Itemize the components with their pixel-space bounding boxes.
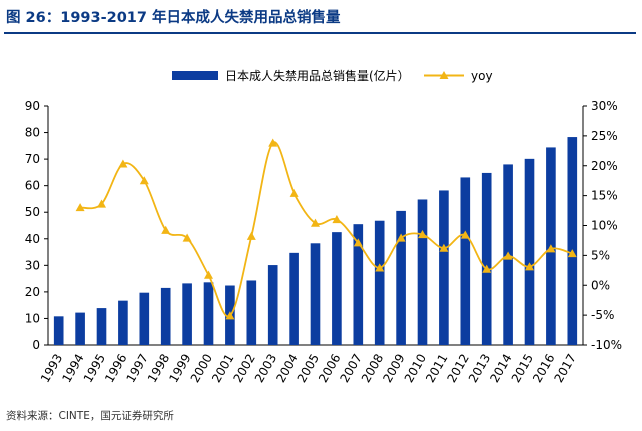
- legend: 日本成人失禁用品总销售量(亿片） yoy: [172, 68, 493, 83]
- yoy-marker-2015: [525, 262, 534, 271]
- bar-1996: [118, 300, 128, 345]
- bar-2000: [203, 282, 214, 345]
- yoy-line-layer: [75, 138, 577, 320]
- y-left-tick-label: 40: [25, 232, 40, 246]
- bar-2002: [246, 280, 257, 345]
- y-left-tick-label: 60: [25, 179, 40, 193]
- bar-2005: [310, 243, 321, 345]
- yoy-marker-2013: [482, 264, 492, 273]
- yoy-marker-2001: [225, 311, 235, 320]
- yoy-marker-2002: [246, 231, 256, 240]
- yoy-marker-1994: [75, 203, 85, 212]
- y-left-tick-label: 50: [25, 205, 40, 219]
- y-left-tick-label: 20: [25, 285, 40, 299]
- source-note: 资料来源：CINTE，国元证券研究所: [6, 410, 174, 422]
- y-right-tick-label: 0%: [591, 278, 610, 292]
- bar-2007: [353, 224, 364, 345]
- bar-2008: [374, 220, 385, 345]
- yoy-marker-2005: [311, 218, 320, 227]
- yoy-marker-1999: [182, 233, 192, 242]
- yoy-marker-2017: [567, 249, 577, 258]
- bar-1997: [139, 292, 150, 345]
- yoy-marker-2016: [546, 244, 556, 253]
- bar-2011: [439, 190, 449, 345]
- y-right-tick-label: 5%: [591, 248, 610, 262]
- bar-2003: [267, 265, 278, 345]
- yoy-marker-1995: [97, 199, 106, 208]
- yoy-marker-1998: [161, 225, 171, 234]
- bar-2009: [396, 210, 406, 345]
- y-left-tick-label: 90: [25, 99, 40, 113]
- y-right-tick-label: -10%: [591, 338, 622, 352]
- bar-1994: [75, 312, 85, 345]
- bar-2010: [417, 199, 428, 345]
- yoy-marker-1996: [118, 159, 128, 168]
- y-right-tick-label: 15%: [591, 189, 618, 203]
- y-left-tick-label: 80: [25, 126, 40, 140]
- bar-2017: [567, 137, 578, 345]
- yoy-marker-2009: [396, 233, 406, 242]
- yoy-line: [79, 141, 573, 318]
- yoy-marker-2012: [460, 230, 470, 239]
- y-right-tick-label: 30%: [591, 99, 618, 113]
- y-right-tick-label: -5%: [591, 308, 614, 322]
- y-right-tick-label: 10%: [591, 219, 618, 233]
- y-left-tick-label: 0: [32, 338, 40, 352]
- y-left-tick-label: 30: [25, 258, 40, 272]
- yoy-marker-2000: [204, 270, 213, 279]
- y-left-tick-label: 70: [25, 152, 40, 166]
- yoy-marker-2011: [439, 243, 449, 252]
- yoy-marker-2010: [418, 229, 427, 239]
- yoy-marker-1997: [139, 176, 149, 185]
- y-right-tick-label: 20%: [591, 159, 618, 173]
- bar-2015: [524, 158, 535, 345]
- bar-1998: [160, 287, 171, 345]
- bar-1993: [53, 316, 64, 345]
- legend-swatch-sales: [172, 71, 218, 80]
- yoy-marker-2007: [353, 238, 363, 247]
- yoy-marker-2008: [375, 263, 385, 272]
- x-tick-label: 2017: [552, 352, 579, 385]
- legend-swatch-yoy-marker: [439, 71, 449, 79]
- x-axis-ticks: 1993199419951996199719981999200020012002…: [38, 352, 579, 385]
- bar-2006: [332, 232, 342, 345]
- y-right-tick-label: 25%: [591, 129, 618, 143]
- y-left-tick-label: 10: [25, 311, 40, 325]
- bar-2004: [289, 252, 299, 345]
- bar-1999: [182, 283, 192, 345]
- axes: 0 10 20 30 40 50 60 70 80 90 -10% -5% 0% 5% 10% 15% 20% 2…: [25, 99, 622, 352]
- page-title: 图 26：1993-2017 年日本成人失禁用品总销售量: [6, 10, 341, 26]
- legend-label-yoy: yoy: [471, 69, 493, 83]
- yoy-marker-2004: [289, 188, 299, 197]
- title-divider: [4, 32, 636, 34]
- bar-1995: [96, 308, 107, 345]
- legend-label-sales: 日本成人失禁用品总销售量(亿片）: [225, 68, 410, 83]
- bar-2012: [460, 177, 471, 345]
- bar-2013: [481, 172, 492, 345]
- yoy-marker-2014: [503, 251, 513, 260]
- yoy-marker-2003: [268, 138, 278, 147]
- bars: [53, 137, 578, 345]
- yoy-marker-2006: [332, 215, 342, 224]
